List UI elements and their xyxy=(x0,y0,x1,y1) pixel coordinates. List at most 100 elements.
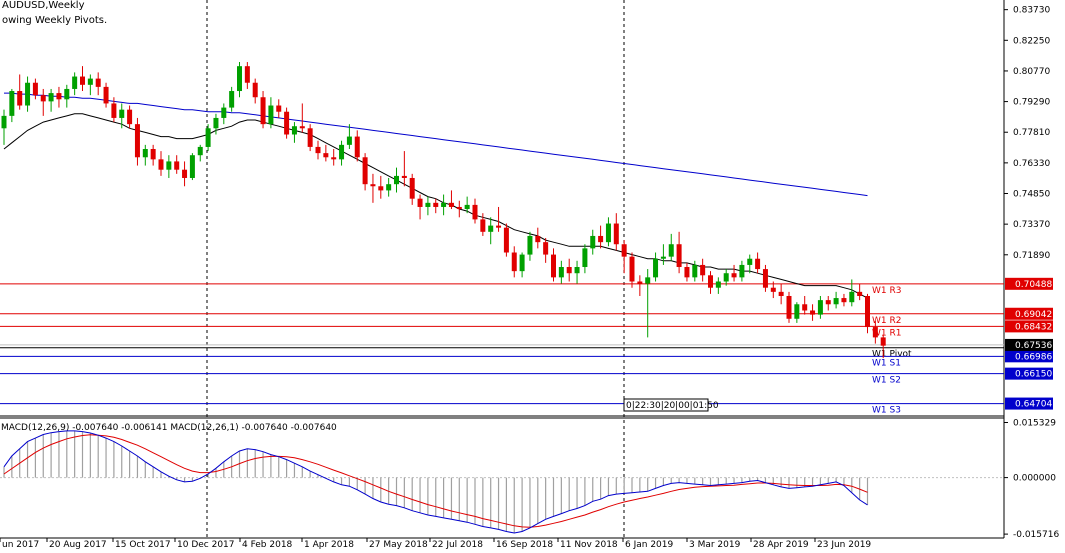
candle-body xyxy=(221,107,227,118)
candle-body xyxy=(103,86,109,104)
candle-body xyxy=(543,242,549,255)
pivot-label: W1 R1 xyxy=(872,328,901,338)
candle-body xyxy=(637,281,643,284)
pivot-label: W1 R3 xyxy=(872,286,901,296)
candle-body xyxy=(291,126,297,135)
pivot-price-tag xyxy=(1005,397,1053,410)
candle-body xyxy=(527,235,533,255)
countdown-box xyxy=(623,398,709,412)
candle-body xyxy=(276,105,282,112)
candle-body xyxy=(56,93,62,100)
candle-body xyxy=(684,267,690,278)
pivot-price-label: 0.68432 xyxy=(1015,322,1052,332)
candle-body xyxy=(394,175,399,185)
pivot-label: W1 S3 xyxy=(872,406,901,416)
candle-body xyxy=(284,111,290,135)
candle-body xyxy=(166,161,172,170)
candle-body xyxy=(857,291,863,296)
slow-moving-average-line xyxy=(4,92,868,197)
candle-body xyxy=(488,225,494,232)
candle-body xyxy=(880,337,886,346)
candle-body xyxy=(299,126,305,129)
candle-body xyxy=(354,136,360,158)
candle-body xyxy=(433,202,439,207)
pivot-price-label: 0.66986 xyxy=(1015,352,1052,362)
candle-body xyxy=(464,204,470,210)
pivot-label: W1 Pivot xyxy=(872,350,912,360)
candle-body xyxy=(331,157,337,160)
candle-body xyxy=(80,76,85,85)
candle-body xyxy=(598,235,604,243)
candle-body xyxy=(605,223,611,243)
candle-body xyxy=(574,267,580,274)
candle-body xyxy=(346,136,352,145)
candle-body xyxy=(182,169,188,178)
time-tick-label: 6 Jan 2019 xyxy=(625,540,673,550)
pivot-label: W1 R2 xyxy=(872,316,901,326)
price-tick-label: 0.76330 xyxy=(1013,159,1050,169)
candle-body xyxy=(802,304,808,311)
candle-body xyxy=(9,91,15,116)
candle-body xyxy=(613,223,619,245)
candle-body xyxy=(119,109,125,118)
price-tick-label: 0.73370 xyxy=(1013,220,1050,230)
price-tick-label: 0.71890 xyxy=(1013,251,1050,261)
candle-body xyxy=(48,93,54,102)
candle-body xyxy=(841,298,847,303)
candle-body xyxy=(653,258,659,278)
candle-body xyxy=(401,175,407,178)
candle-body xyxy=(676,244,682,268)
candle-body xyxy=(817,300,823,315)
macd-main-line xyxy=(3,430,868,534)
pivot-price-label: 0.69042 xyxy=(1015,310,1052,320)
candle-body xyxy=(723,273,729,282)
candle-body xyxy=(660,256,666,259)
candle-body xyxy=(865,295,870,328)
candle-body xyxy=(409,177,415,199)
candle-body xyxy=(708,275,713,288)
current-price-tag xyxy=(1005,338,1053,351)
pivot-price-label: 0.70488 xyxy=(1015,280,1052,290)
candle-body xyxy=(87,78,93,85)
candle-body xyxy=(174,161,180,170)
candle-body xyxy=(590,235,596,249)
price-tick-label: 0.82250 xyxy=(1013,36,1050,46)
candle-body xyxy=(778,291,784,296)
candle-body xyxy=(872,327,878,338)
time-tick-label: 11 Nov 2018 xyxy=(560,540,618,550)
candle-body xyxy=(370,184,376,187)
candle-body xyxy=(197,146,203,156)
candle-body xyxy=(456,206,462,210)
time-tick-label: un 2017 xyxy=(2,540,39,550)
pivot-label: W1 S2 xyxy=(872,376,901,386)
time-tick-label: 4 Feb 2018 xyxy=(242,540,293,550)
candle-body xyxy=(237,66,242,92)
candle-body xyxy=(503,227,509,253)
candle-body xyxy=(323,153,329,158)
candle-body xyxy=(794,304,800,319)
candle-body xyxy=(762,269,768,288)
candle-body xyxy=(535,235,541,243)
candle-body xyxy=(441,202,447,207)
candle-body xyxy=(480,219,486,232)
candle-body xyxy=(150,148,156,160)
candle-body xyxy=(810,310,816,315)
candle-body xyxy=(511,252,517,272)
countdown-label: 0|22:30|20|00|01:50 xyxy=(626,401,719,411)
candle-body xyxy=(307,128,313,147)
candle-body xyxy=(472,204,478,220)
macd-tick-label: 0.000000 xyxy=(1013,474,1056,484)
candle-body xyxy=(786,295,792,319)
candle-body xyxy=(417,198,423,207)
candle-body xyxy=(111,103,117,118)
candle-body xyxy=(260,97,266,125)
candle-body xyxy=(158,159,164,170)
time-tick-label: 22 Jul 2018 xyxy=(432,540,483,550)
time-tick-label: 28 Apr 2019 xyxy=(753,540,809,550)
candle-body xyxy=(551,254,556,278)
candle-body xyxy=(189,155,195,178)
time-tick-label: 15 Oct 2017 xyxy=(115,540,171,550)
candle-body xyxy=(692,264,698,278)
candle-body xyxy=(582,248,588,268)
